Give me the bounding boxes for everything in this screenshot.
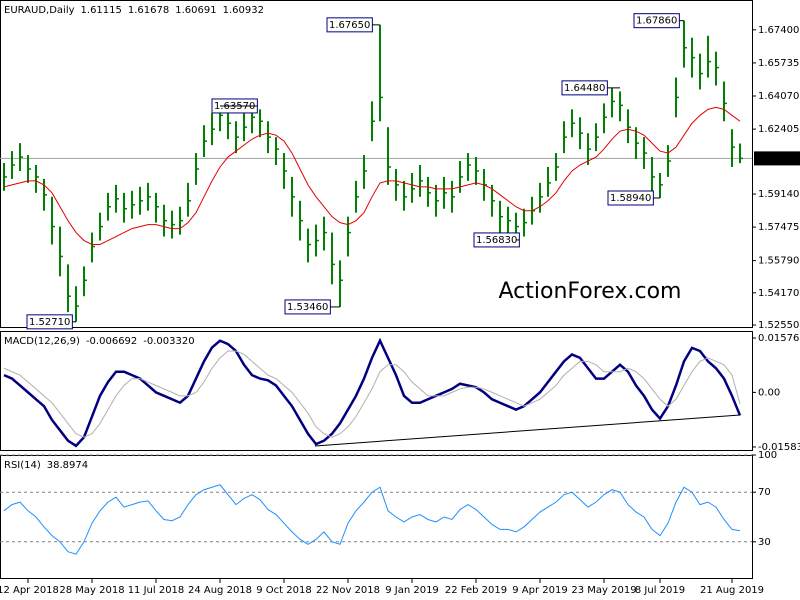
- panel-header: -0.006692: [86, 336, 137, 347]
- indicator-line: [3, 350, 741, 438]
- x-tick-label: 28 May 2018: [59, 585, 124, 596]
- x-tick-label: 22 Feb 2019: [445, 585, 507, 596]
- y-tick-label: 0.00: [758, 387, 780, 398]
- y-tick-label: 1.64070: [758, 91, 799, 102]
- x-tick-label: 8 Jul 2019: [635, 585, 685, 596]
- panel-header: RSI(14): [4, 460, 41, 471]
- panel-header: 1.61115: [81, 5, 122, 16]
- y-tick-label: 1.62405: [758, 124, 799, 135]
- x-tick-label: 22 Nov 2018: [316, 585, 380, 596]
- x-tick-label: 21 Aug 2019: [700, 585, 764, 596]
- peak-label: 1.64480: [564, 83, 605, 94]
- panel-header: 1.61678: [128, 5, 169, 16]
- x-tick-label: 9 Jan 2019: [385, 585, 439, 596]
- y-tick-label: -0.015834: [758, 442, 800, 453]
- last-price-label: 1.60932: [757, 153, 798, 164]
- peak-label: 1.67860: [636, 16, 677, 27]
- panel-header: 1.60691: [175, 5, 216, 16]
- y-tick-label: 100: [758, 450, 777, 461]
- indicator-line: [3, 337, 742, 448]
- panel-header: MACD(12,26,9): [4, 336, 80, 347]
- macd-panel: [0, 331, 753, 451]
- watermark: ActionForex.com: [499, 279, 682, 304]
- panel-header: EURAUD,Daily: [4, 5, 75, 16]
- y-tick-label: 1.57475: [758, 222, 799, 233]
- x-tick-label: 24 Aug 2018: [188, 585, 252, 596]
- last-price-box: [754, 151, 800, 166]
- y-tick-label: 30: [758, 537, 771, 548]
- y-tick-label: 1.54170: [758, 288, 799, 299]
- peak-label: 1.67650: [329, 20, 370, 31]
- x-tick-label: 23 May 2019: [571, 585, 636, 596]
- y-tick-label: 70: [758, 487, 771, 498]
- moving-average: [3, 106, 741, 246]
- y-tick-label: 1.59140: [758, 189, 799, 200]
- trend-line: [314, 414, 741, 447]
- x-tick-label: 11 Jul 2018: [128, 585, 185, 596]
- y-tick-label: 0.015762: [758, 333, 800, 344]
- indicator-line: [3, 484, 741, 555]
- peak-label: 1.58940: [610, 193, 651, 204]
- x-tick-label: 9 Oct 2018: [256, 585, 311, 596]
- price-panel: [0, 0, 753, 328]
- peak-label: 1.53460: [287, 302, 328, 313]
- peak-label: 1.52710: [29, 317, 70, 328]
- y-tick-label: 1.67400: [758, 25, 799, 36]
- y-tick-label: 1.55790: [758, 256, 799, 267]
- peak-label: 1.56830: [476, 235, 517, 246]
- x-tick-label: 9 Apr 2019: [512, 585, 567, 596]
- panel-header: -0.003320: [143, 336, 194, 347]
- panel-header: 38.8974: [47, 460, 88, 471]
- y-tick-label: 1.65735: [758, 58, 799, 69]
- y-tick-label: 1.52550: [758, 320, 799, 331]
- rsi-panel: [0, 455, 753, 579]
- panel-header: 1.60932: [223, 5, 264, 16]
- x-tick-label: 12 Apr 2018: [0, 585, 59, 596]
